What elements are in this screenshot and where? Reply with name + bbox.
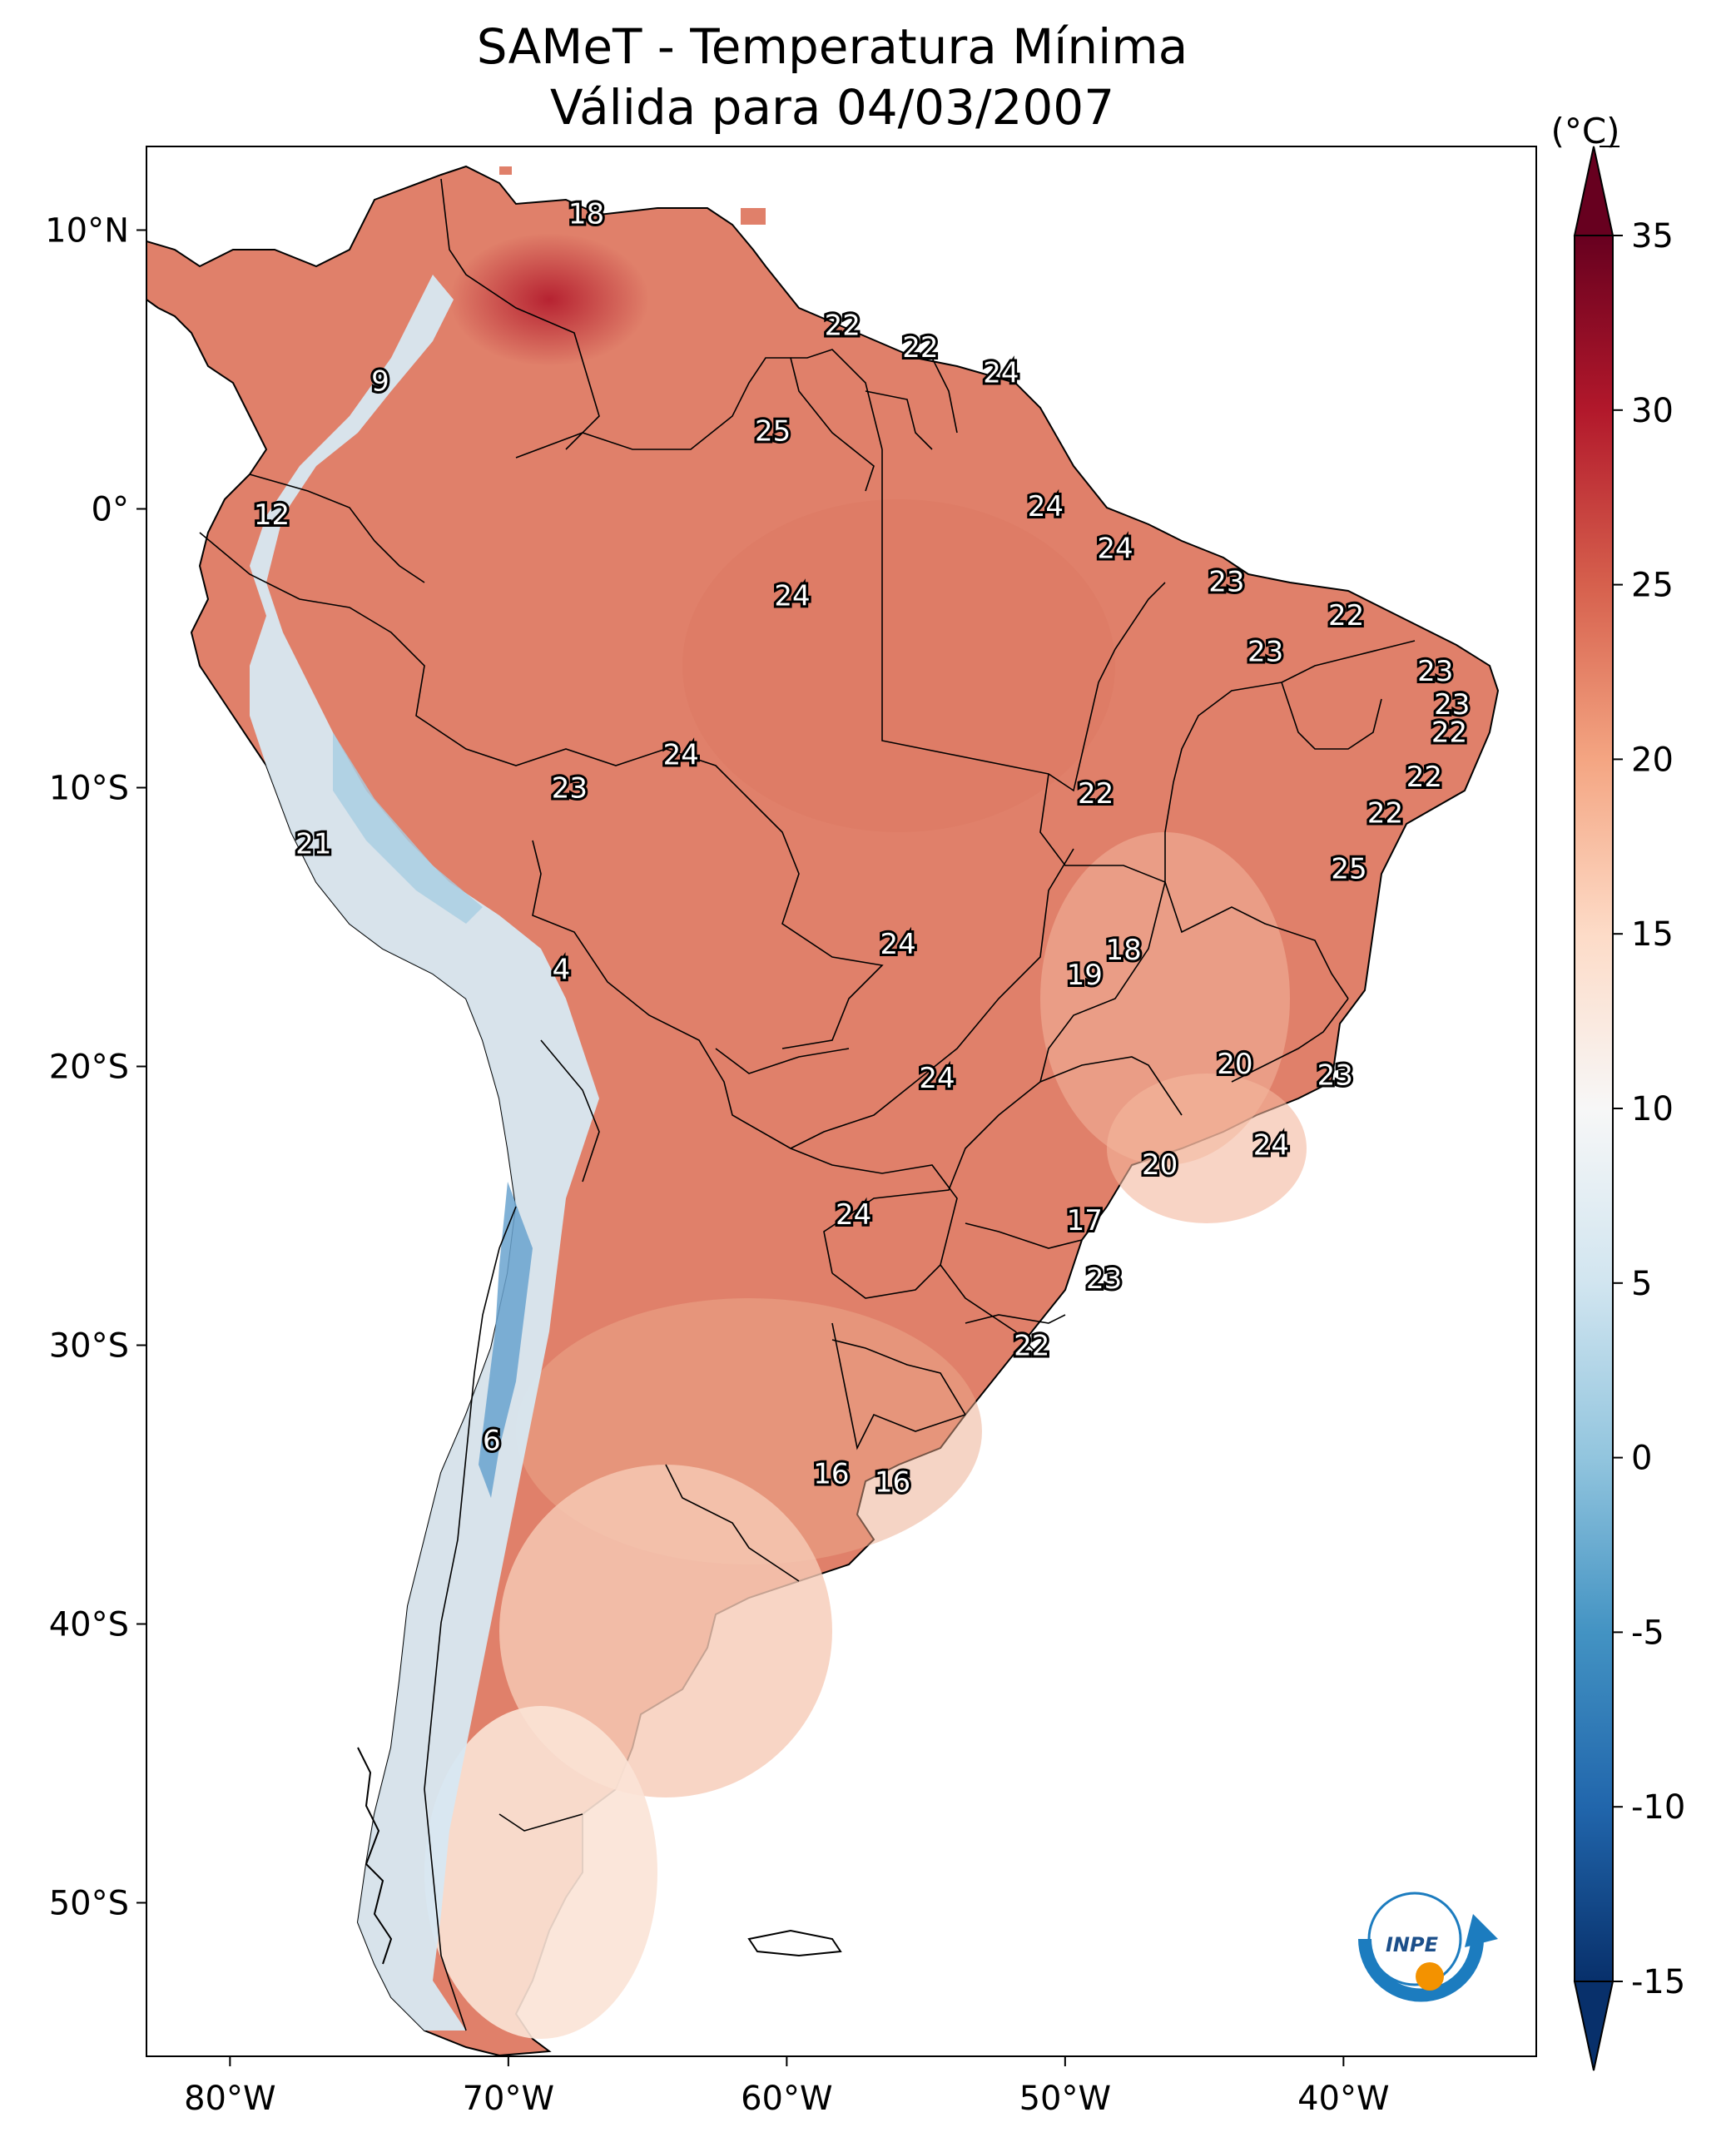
station-temperature-label: 4 <box>553 953 571 986</box>
longitude-tick-label: 50°W <box>1019 2080 1111 2118</box>
station-temperature-label: 6 <box>483 1424 501 1457</box>
station-temperature-label: 24 <box>880 928 916 961</box>
station-temperature-label: 23 <box>1247 635 1283 668</box>
colorbar-tick-label: 35 <box>1631 217 1674 255</box>
inpe-logo-text: INPE <box>1386 1933 1439 1956</box>
colorbar-tick-label: -5 <box>1631 1614 1664 1652</box>
colorbar-unit: (°C) <box>1550 111 1619 151</box>
latitude-tick-label: 50°S <box>49 1885 129 1923</box>
station-temperature-label: 21 <box>295 828 331 861</box>
andes-cold-band <box>250 275 599 2031</box>
map-frame <box>146 146 1537 2057</box>
station-temperature-label: 18 <box>568 197 604 231</box>
station-temperature-label: 24 <box>1253 1128 1289 1162</box>
island <box>741 208 766 225</box>
colorbar-tick-label: -15 <box>1631 1963 1685 2001</box>
coastline-detail <box>357 1747 393 1965</box>
station-temperature-label: 24 <box>1097 532 1133 565</box>
station-temperature-label: 24 <box>983 356 1019 389</box>
island <box>499 166 512 175</box>
station-temperature-label: 25 <box>1331 853 1366 886</box>
station-temperature-label: 23 <box>1417 655 1453 688</box>
station-temperature-label: 20 <box>1217 1048 1252 1081</box>
latitude-axis: 10°N 0° 10°S 20°S 30°S 40°S 50°S <box>45 212 146 1923</box>
station-temperature-label: 24 <box>774 579 810 612</box>
station-temperature-label: 25 <box>755 415 791 449</box>
station-temperature-label: 24 <box>1028 490 1064 523</box>
longitude-tick-label: 70°W <box>463 2080 554 2118</box>
colorbar-tick-label: 30 <box>1631 392 1674 430</box>
longitude-tick-label: 60°W <box>741 2080 832 2118</box>
station-temperature-label: 24 <box>836 1198 871 1232</box>
station-temperature-label: 23 <box>1086 1262 1122 1296</box>
station-temperature-label: 23 <box>1317 1059 1353 1093</box>
south-america-landmass <box>146 165 1500 2056</box>
station-temperature-label: 22 <box>902 331 938 364</box>
longitude-axis: 80°W 70°W 60°W 50°W 40°W <box>184 2056 1390 2118</box>
colorbar-tick-label: 25 <box>1631 567 1674 605</box>
colorbar-bar <box>1574 235 1614 1982</box>
station-temperature-label: 23 <box>1208 566 1244 599</box>
inpe-logo: INPE <box>1358 1892 1498 2002</box>
latitude-tick-label: 40°S <box>49 1606 129 1644</box>
latitude-tick-label: 0° <box>92 491 129 529</box>
map-area <box>146 165 1500 2056</box>
latitude-tick-label: 10°N <box>45 212 129 250</box>
station-temperature-label: 22 <box>1431 717 1467 750</box>
station-temperature-label: 16 <box>813 1458 849 1491</box>
station-temperature-label: 17 <box>1067 1204 1103 1237</box>
colorbar-tick-label: 0 <box>1631 1440 1652 1478</box>
station-temperature-label: 12 <box>254 498 290 532</box>
colorbar-tick-label: 15 <box>1631 915 1674 954</box>
map-title: SAMeT - Temperatura Mínima <box>476 18 1188 75</box>
station-temperature-label: 24 <box>663 738 699 771</box>
colorbar-tick-label: 5 <box>1631 1265 1652 1303</box>
latitude-tick-label: 30°S <box>49 1327 129 1366</box>
station-temperature-label: 22 <box>1328 599 1364 632</box>
cool-region <box>424 1706 657 2039</box>
warm-region <box>449 233 649 366</box>
andes-cold-core <box>333 732 483 924</box>
cool-region <box>1107 1074 1307 1223</box>
station-temperature-label: 23 <box>552 772 588 806</box>
station-temperature-label: 22 <box>1406 761 1442 794</box>
station-temperature-label: 23 <box>1434 688 1470 721</box>
falkland-islands <box>747 1929 842 1957</box>
latitude-tick-label: 20°S <box>49 1049 129 1087</box>
station-temperature-label: 20 <box>1142 1148 1178 1182</box>
station-temperature-label: 9 <box>371 364 389 398</box>
colorbar-tick-label: -10 <box>1631 1788 1685 1827</box>
station-temperature-label: 22 <box>1078 777 1114 811</box>
station-temperature-label: 18 <box>1105 934 1141 967</box>
colorbar-min-extend <box>1573 1981 1614 2071</box>
colorbar-max-extend <box>1573 146 1614 236</box>
colorbar-tick-label: 10 <box>1631 1090 1674 1128</box>
longitude-tick-label: 80°W <box>184 2080 275 2118</box>
political-borders <box>199 178 1416 2031</box>
colorbar-ticks: 35 30 25 20 15 10 5 0 -5 -10 -15 <box>1613 217 1685 2001</box>
colorbar: (°C) 35 30 25 20 15 10 5 0 -5 -10 -15 <box>1550 111 1685 2071</box>
station-temperature-label: 22 <box>1014 1330 1049 1363</box>
map-subtitle: Válida para 04/03/2007 <box>549 79 1115 136</box>
latitude-tick-label: 10°S <box>49 770 129 808</box>
andes-frozen-core <box>479 1182 533 1498</box>
colorbar-tick-label: 20 <box>1631 741 1674 779</box>
station-temperature-label: 19 <box>1067 959 1103 992</box>
station-temperature-label: 16 <box>875 1466 910 1500</box>
station-temperature-label: 22 <box>1367 797 1403 831</box>
station-temperature-label: 22 <box>825 309 861 342</box>
warm-region <box>682 499 1115 832</box>
longitude-tick-label: 40°W <box>1297 2080 1389 2118</box>
station-temperature-label: 24 <box>919 1062 955 1095</box>
